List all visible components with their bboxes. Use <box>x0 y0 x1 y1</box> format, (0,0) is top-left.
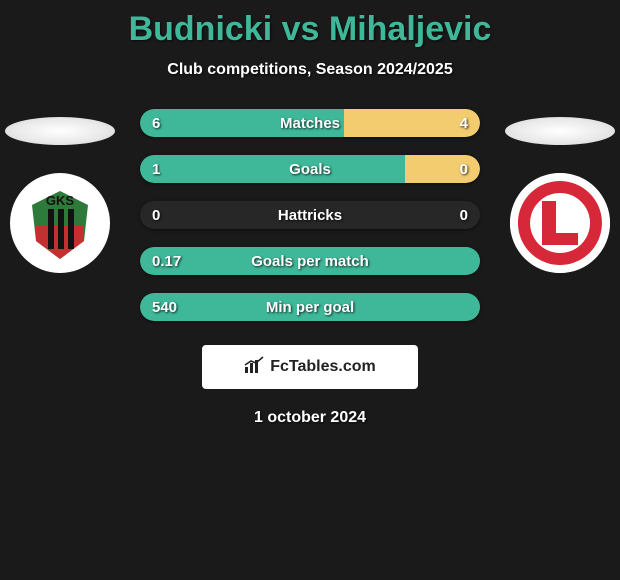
vs-text: vs <box>282 10 320 48</box>
stat-row: Goals per match 0.17 <box>140 247 480 275</box>
club2-logo <box>510 173 610 273</box>
date: 1 october 2024 <box>0 409 620 427</box>
stat-label: Goals per match <box>251 253 369 270</box>
player1-silhouette <box>5 117 115 145</box>
svg-text:GKS: GKS <box>46 193 75 208</box>
stat-value-right: 4 <box>460 115 468 132</box>
stat-row: Goals 1 0 <box>140 155 480 183</box>
club2-badge-icon <box>510 173 610 273</box>
stat-value-left: 1 <box>152 161 160 178</box>
watermark: FcTables.com <box>202 345 418 389</box>
stat-row: Min per goal 540 <box>140 293 480 321</box>
stat-bar-left <box>140 155 405 183</box>
stat-label: Min per goal <box>266 299 354 316</box>
player2-column <box>500 109 620 273</box>
subtitle: Club competitions, Season 2024/2025 <box>0 61 620 79</box>
player1-name: Budnicki <box>129 10 273 48</box>
stat-bar-right <box>405 155 480 183</box>
stat-row: Matches 6 4 <box>140 109 480 137</box>
club1-badge-icon: GKS <box>10 173 110 273</box>
stat-value-left: 0.17 <box>152 253 181 270</box>
stat-value-left: 0 <box>152 207 160 224</box>
stat-label: Hattricks <box>278 207 342 224</box>
watermark-text: FcTables.com <box>270 358 376 376</box>
page-title: Budnicki vs Mihaljevic <box>0 0 620 49</box>
stat-value-left: 540 <box>152 299 177 316</box>
stats-list: Matches 6 4 Goals 1 0 Hattricks 0 0 Goals per mat… <box>140 109 480 321</box>
stat-label: Matches <box>280 115 340 132</box>
club1-logo: GKS <box>10 173 110 273</box>
stat-value-right: 0 <box>460 207 468 224</box>
player2-silhouette <box>505 117 615 145</box>
stat-label: Goals <box>289 161 331 178</box>
chart-icon <box>244 356 264 379</box>
player2-name: Mihaljevic <box>329 10 492 48</box>
stat-value-left: 6 <box>152 115 160 132</box>
comparison-content: GKS Matches 6 4 Goals 1 0 Hattricks 0 0 Goals per… <box>0 109 620 427</box>
stat-value-right: 0 <box>460 161 468 178</box>
stat-row: Hattricks 0 0 <box>140 201 480 229</box>
player1-column: GKS <box>0 109 120 273</box>
